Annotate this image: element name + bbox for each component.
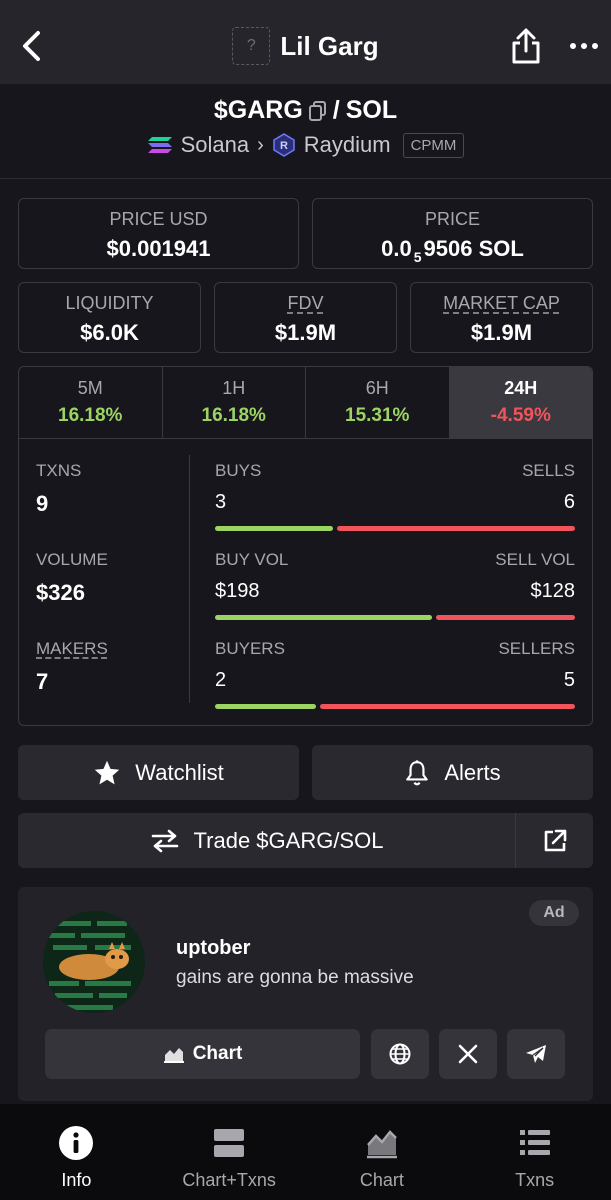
chain-breadcrumb: Solana › R Raydium CPMM [0, 132, 611, 158]
more-options-button[interactable] [566, 33, 602, 59]
price-native-label: PRICE [424, 209, 480, 229]
bell-icon [406, 759, 429, 785]
fdv-label: FDV [287, 293, 324, 313]
external-link-icon [544, 829, 566, 851]
tab-24h[interactable]: 24H -4.59% [449, 367, 592, 438]
trade-button[interactable]: Trade $GARG/SOL [18, 813, 515, 868]
bottom-nav: Info Chart+Txns Chart Txns [0, 1104, 611, 1200]
area-chart-icon [364, 1126, 400, 1160]
list-icon [517, 1126, 553, 1160]
ad-title: uptober [176, 937, 251, 959]
token-placeholder-icon: ? [232, 27, 271, 65]
price-usd-box: PRICE USD $0.001941 [18, 198, 299, 269]
market-cap-box[interactable]: MARKET CAP $1.9M [410, 282, 593, 353]
market-cap-value: $1.9M [470, 320, 533, 345]
ad-description: gains are gonna be massive [176, 967, 414, 988]
price-change-panel: 5M 16.18% 1H 16.18% 6H 15.31% 24H -4.59%… [18, 366, 593, 726]
fdv-value: $1.9M [274, 320, 337, 345]
price-native-value: 0.0 59506 SOL [381, 236, 524, 265]
makers-metric[interactable]: MAKERS 7 [36, 639, 108, 694]
quote-symbol: SOL [345, 96, 398, 124]
chevron-right-icon: › [257, 133, 264, 156]
nav-chart-txns[interactable]: Chart+Txns [153, 1104, 306, 1200]
swap-arrows-icon [151, 829, 178, 852]
ad-avatar [43, 911, 145, 1013]
chain-name[interactable]: Solana [180, 132, 250, 157]
solana-logo-icon [147, 137, 172, 153]
open-external-button[interactable] [516, 813, 593, 868]
alerts-button[interactable]: Alerts [312, 745, 593, 800]
trade-bar: Trade $GARG/SOL [18, 813, 593, 868]
tab-1h[interactable]: 1H 16.18% [163, 367, 306, 438]
ad-badge: Ad [529, 900, 579, 926]
pair-separator: / [332, 96, 340, 124]
base-symbol: $GARG [213, 96, 303, 124]
title-area: ? Lil Garg [0, 24, 611, 68]
raydium-logo-icon: R [273, 133, 295, 157]
tab-6h[interactable]: 6H 15.31% [306, 367, 450, 438]
watchlist-button[interactable]: Watchlist [18, 745, 299, 800]
info-icon [58, 1126, 94, 1160]
back-button[interactable] [16, 28, 48, 64]
split-layout-icon [211, 1126, 247, 1160]
price-native-box: PRICE 0.0 59506 SOL [312, 198, 593, 269]
ad-website-button[interactable] [371, 1029, 429, 1079]
pair-name: $GARG / SOL [0, 96, 611, 125]
top-bar: ? Lil Garg [0, 0, 611, 84]
share-icon [512, 28, 540, 64]
volume-metric: VOLUME $326 [36, 550, 108, 605]
buy-sell-volume-bar [215, 615, 575, 620]
fdv-box[interactable]: FDV $1.9M [214, 282, 397, 353]
price-usd-value: $0.001941 [106, 236, 211, 261]
buy-sell-volume-split: BUY VOL SELL VOL $198 $128 [215, 550, 575, 620]
pool-type-badge: CPMM [402, 132, 465, 158]
liquidity-value: $6.0K [80, 320, 139, 345]
txns-metric: TXNS 9 [36, 461, 82, 516]
page-title: Lil Garg [280, 30, 379, 61]
divider [189, 455, 190, 703]
market-cap-label: MARKET CAP [443, 293, 560, 313]
chevron-left-icon [23, 31, 40, 61]
timeframe-tabs: 5M 16.18% 1H 16.18% 6H 15.31% 24H -4.59% [19, 367, 592, 439]
ad-x-button[interactable] [439, 1029, 497, 1079]
star-icon [95, 760, 120, 784]
area-chart-icon [163, 1048, 184, 1063]
ad-image-icon [43, 911, 145, 1013]
telegram-icon [526, 1045, 546, 1063]
svg-text:R: R [280, 140, 288, 152]
dot-icon [592, 43, 598, 49]
copy-icon[interactable] [308, 100, 327, 121]
globe-icon [389, 1043, 411, 1065]
buys-sells-bar [215, 526, 575, 531]
share-button[interactable] [508, 27, 544, 65]
liquidity-label: LIQUIDITY [65, 293, 154, 313]
ad-chart-button[interactable]: Chart [45, 1029, 360, 1079]
divider [515, 813, 516, 868]
liquidity-box: LIQUIDITY $6.0K [18, 282, 201, 353]
pair-header: $GARG / SOL Solana › R Raydium CPMM [0, 84, 611, 179]
dex-name[interactable]: Raydium [303, 132, 391, 157]
nav-txns[interactable]: Txns [458, 1104, 611, 1200]
buyers-sellers-bar [215, 704, 575, 709]
nav-chart[interactable]: Chart [306, 1104, 459, 1200]
dot-icon [581, 43, 587, 49]
x-logo-icon [458, 1044, 478, 1064]
tab-5m[interactable]: 5M 16.18% [19, 367, 163, 438]
ad-telegram-button[interactable] [507, 1029, 565, 1079]
nav-info[interactable]: Info [0, 1104, 153, 1200]
price-usd-label: PRICE USD [109, 209, 208, 229]
dot-icon [570, 43, 576, 49]
ad-card[interactable]: Ad uptober gains are gonna be massive Ch… [18, 887, 593, 1101]
